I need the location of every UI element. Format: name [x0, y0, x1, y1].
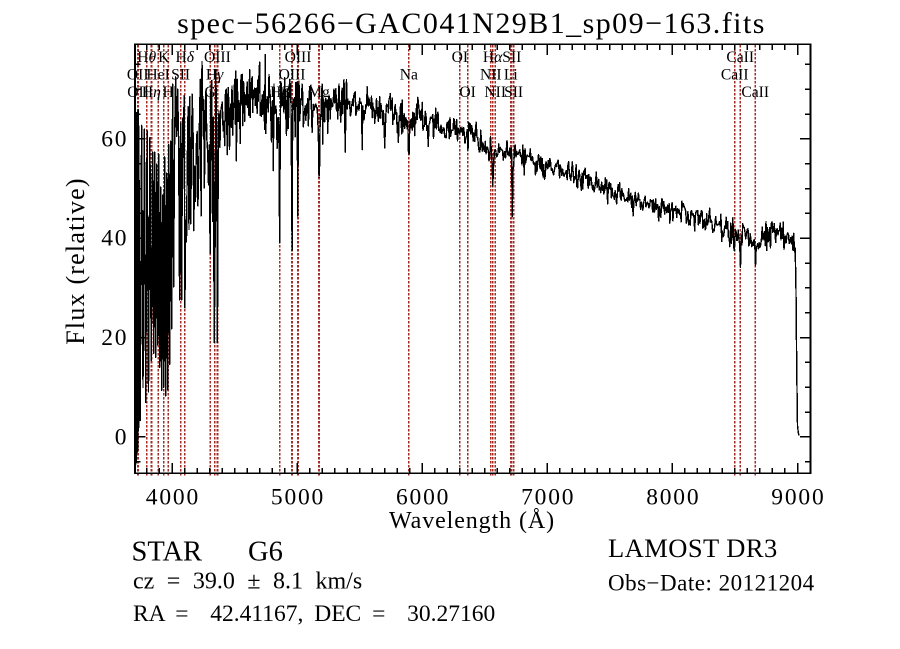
svg-text:NII: NII: [484, 84, 506, 101]
svg-text:5000: 5000: [271, 485, 325, 511]
svg-text:K: K: [158, 49, 170, 66]
svg-text:40: 40: [101, 226, 128, 252]
svg-text:G6: G6: [248, 537, 283, 568]
svg-text:Hη: Hη: [142, 84, 161, 101]
svg-text:RA = 42.41167, DEC = 30.2716: RA = 42.41167, DEC = 30.27160: [133, 601, 495, 627]
svg-text:LAMOST DR3: LAMOST DR3: [608, 533, 778, 563]
svg-text:STAR: STAR: [132, 537, 203, 568]
svg-text:Na: Na: [400, 67, 418, 84]
svg-text:9000: 9000: [771, 485, 825, 511]
svg-text:OIII: OIII: [285, 49, 312, 66]
svg-text:OII: OII: [127, 84, 149, 101]
svg-text:G: G: [204, 84, 215, 101]
svg-text:SII: SII: [502, 49, 521, 66]
svg-text:OIII: OIII: [279, 67, 306, 84]
svg-text:Hα: Hα: [483, 49, 503, 66]
svg-text:20: 20: [101, 325, 128, 351]
svg-text:SII: SII: [504, 84, 523, 101]
svg-text:OII: OII: [127, 67, 149, 84]
svg-text:4000: 4000: [146, 485, 200, 511]
svg-text:Li: Li: [504, 67, 519, 84]
svg-text:7000: 7000: [521, 485, 575, 511]
svg-text:OI: OI: [452, 49, 468, 66]
svg-text:0: 0: [115, 424, 129, 450]
svg-text:Hγ: Hγ: [206, 67, 224, 84]
svg-text:SII: SII: [171, 67, 190, 84]
svg-text:OIII: OIII: [204, 49, 231, 66]
svg-text:H: H: [162, 84, 173, 101]
svg-text:HeI: HeI: [146, 67, 169, 84]
svg-text:spec−56266−GAC041N29B1_sp09−16: spec−56266−GAC041N29B1_sp09−163.fits: [177, 7, 766, 40]
svg-text:NII: NII: [480, 67, 502, 84]
svg-text:Flux (relative): Flux (relative): [61, 177, 90, 344]
svg-text:Wavelength (Å): Wavelength (Å): [389, 508, 555, 534]
svg-text:Hδ: Hδ: [175, 49, 194, 66]
svg-text:CaII: CaII: [741, 84, 769, 101]
svg-text:cz = 39.0 ± 8.1 km/s: cz = 39.0 ± 8.1 km/s: [133, 569, 362, 595]
svg-text:8000: 8000: [646, 485, 700, 511]
svg-text:OI: OI: [459, 84, 475, 101]
svg-text:60: 60: [101, 126, 128, 152]
svg-text:Obs−Date: 20121204: Obs−Date: 20121204: [608, 571, 815, 596]
svg-text:CaII: CaII: [726, 49, 754, 66]
svg-text:CaII: CaII: [721, 67, 749, 84]
svg-text:Hθ: Hθ: [137, 49, 156, 66]
svg-text:Mg: Mg: [308, 84, 330, 101]
svg-text:6000: 6000: [396, 485, 450, 511]
